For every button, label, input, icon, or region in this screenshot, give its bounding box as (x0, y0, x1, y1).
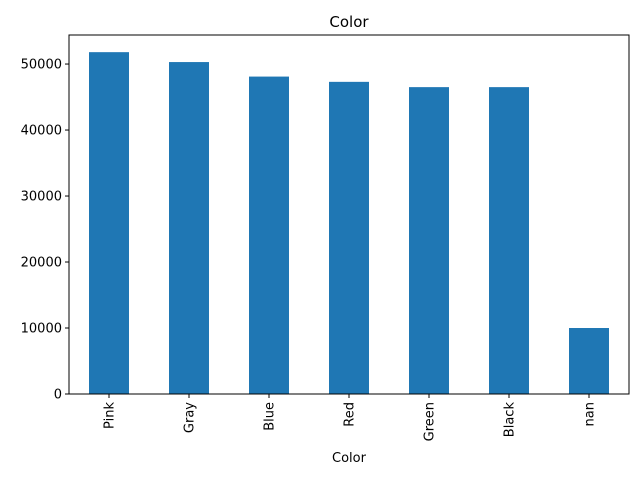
bar-pink (89, 52, 129, 394)
y-tick-label: 20000 (21, 256, 62, 271)
bars-group (89, 52, 609, 395)
bar-green (409, 87, 449, 394)
bar-red (329, 81, 369, 394)
x-axis-label: Color (332, 451, 367, 466)
x-tick-label: Blue (263, 402, 278, 431)
bar-nan (569, 328, 609, 394)
x-tick-label: Green (423, 402, 438, 441)
y-tick-label: 0 (54, 388, 62, 403)
y-axis: 0 10000 20000 30000 40000 50000 (21, 58, 69, 403)
bar-gray (169, 62, 209, 395)
y-tick-label: 10000 (21, 322, 62, 337)
x-tick-label: Gray (183, 402, 198, 433)
x-tick-label: Black (503, 402, 518, 438)
bar-blue (249, 76, 289, 394)
y-tick-label: 40000 (21, 124, 62, 139)
plot-frame (68, 34, 630, 395)
y-tick-label: 30000 (21, 190, 62, 205)
x-axis: Pink Gray Blue Red Green Black nan (103, 394, 598, 441)
x-tick-label: nan (583, 402, 598, 426)
chart-title: Color (329, 13, 369, 31)
x-tick-label: Red (343, 402, 358, 427)
bar-black (489, 87, 529, 394)
y-tick-label: 50000 (21, 58, 62, 73)
x-tick-label: Pink (103, 402, 118, 429)
